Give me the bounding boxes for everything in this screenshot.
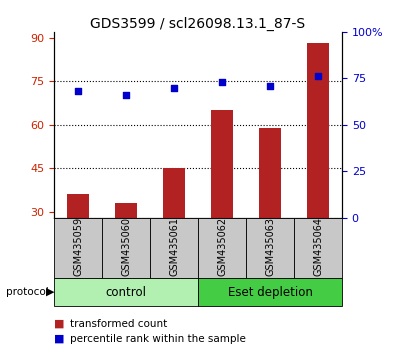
Bar (198, 278, 342, 306)
Bar (163, 169, 185, 218)
Point (171, 85, 177, 91)
Bar (150, 218, 198, 278)
Text: GSM435060: GSM435060 (121, 217, 131, 276)
Text: control: control (106, 286, 146, 298)
Bar (54, 278, 198, 306)
Text: GSM435061: GSM435061 (169, 217, 179, 276)
Text: percentile rank within the sample: percentile rank within the sample (70, 334, 246, 344)
Text: GSM435064: GSM435064 (313, 217, 323, 276)
Bar (54, 218, 102, 278)
Bar (259, 128, 281, 218)
Text: ■: ■ (54, 319, 64, 329)
Point (267, 83, 273, 88)
Bar (67, 194, 89, 218)
Point (315, 74, 321, 79)
Bar (246, 218, 294, 278)
Text: GSM435062: GSM435062 (217, 217, 227, 276)
Text: Eset depletion: Eset depletion (228, 286, 312, 298)
Bar (294, 218, 342, 278)
Text: GSM435063: GSM435063 (265, 217, 275, 276)
Point (75, 88, 81, 94)
Text: protocol: protocol (6, 287, 49, 297)
Text: ▶: ▶ (46, 287, 54, 297)
Title: GDS3599 / scl26098.13.1_87-S: GDS3599 / scl26098.13.1_87-S (90, 17, 306, 31)
Bar (198, 218, 246, 278)
Bar (211, 110, 233, 218)
Point (219, 79, 225, 85)
Text: ■: ■ (54, 334, 64, 344)
Text: GSM435059: GSM435059 (73, 217, 83, 276)
Text: transformed count: transformed count (70, 319, 167, 329)
Bar (307, 44, 329, 218)
Bar (115, 203, 137, 218)
Bar (102, 218, 150, 278)
Point (123, 92, 129, 98)
